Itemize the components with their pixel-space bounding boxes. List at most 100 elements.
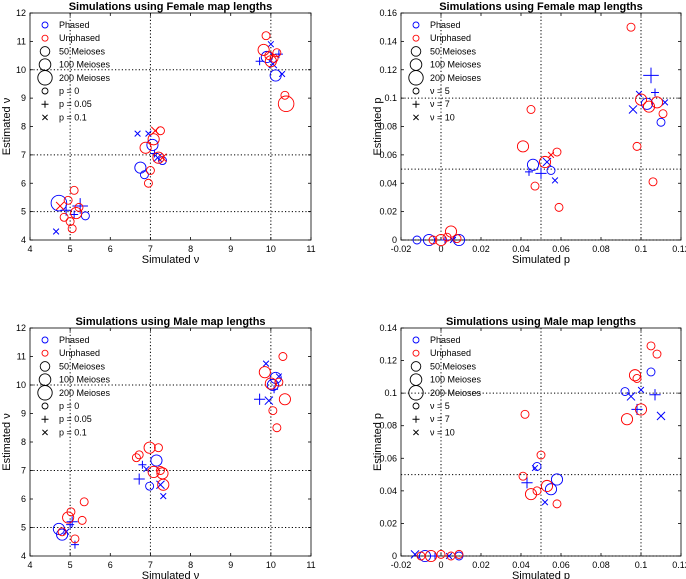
phased-point: [150, 454, 163, 467]
unphased-point: [658, 109, 668, 119]
legend-marker: [37, 385, 53, 401]
unphased-point: [280, 90, 290, 100]
unphased-point: [526, 105, 536, 114]
legend-label: p = 0.05: [59, 414, 92, 424]
legend-label: p = 0.1: [59, 112, 87, 122]
legend-marker: [412, 349, 420, 357]
unphased-point: [131, 453, 141, 463]
legend-label: p = 0.05: [59, 99, 92, 109]
x-tick-label: 0.04: [512, 244, 530, 254]
legend-marker: [413, 114, 419, 121]
unphased-point: [516, 140, 530, 153]
x-tick-label: 0.06: [552, 560, 570, 570]
y-tick-label: 0.1: [384, 93, 397, 103]
phased-point: [526, 158, 540, 171]
unphased-point: [69, 185, 79, 195]
legend-label: ν = 7: [430, 414, 450, 424]
legend: Phased Unphased 50 Meioses 100 Meioses 200 M…: [37, 20, 111, 122]
unphased-point: [642, 100, 656, 113]
y-axis-label: Estimated p: [372, 97, 384, 155]
phased-point: [266, 378, 279, 392]
y-tick-label: 0.02: [379, 518, 397, 528]
phased-point: [656, 411, 666, 421]
legend-marker: [412, 87, 420, 95]
unphased-point: [257, 43, 270, 56]
x-tick-label: 0.06: [552, 244, 570, 254]
legend-marker: [39, 46, 51, 57]
unphased-point: [452, 234, 462, 244]
y-tick-label: 0.06: [379, 150, 397, 160]
legend-marker: [39, 361, 51, 372]
unphased-point: [552, 499, 562, 509]
x-tick-label: 6: [108, 244, 113, 254]
phased-point: [422, 233, 436, 247]
x-tick-label: 9: [228, 560, 233, 570]
phased-point-shape: [656, 411, 666, 421]
phased-point: [532, 461, 542, 471]
x-tick-label: 0.12: [672, 560, 686, 570]
y-axis-label: Estimated ν: [1, 97, 13, 155]
y-tick-label: 10: [16, 65, 26, 75]
y-tick-label: 0.16: [379, 8, 397, 18]
phased-point-shape: [649, 389, 661, 401]
unphased-point: [152, 151, 165, 164]
phased-point: [50, 194, 68, 212]
legend-marker: [41, 34, 49, 42]
unphased-point: [554, 202, 564, 212]
phased-point: [412, 235, 422, 245]
unphased-point: [434, 233, 448, 247]
unphased-point: [63, 195, 73, 205]
unphased-point: [74, 202, 84, 212]
y-tick-label: 0.06: [379, 453, 397, 463]
phased-point-shape: [535, 167, 547, 179]
phased-point-shape: [264, 396, 274, 406]
phased-point-shape: [541, 499, 549, 506]
y-axis-label: Estimated p: [372, 413, 384, 471]
legend-marker: [412, 21, 420, 29]
legend-label: Unphased: [430, 33, 471, 43]
legend-marker: [410, 46, 422, 57]
phased-point-shape: [651, 88, 659, 97]
y-tick-label: 6: [21, 178, 26, 188]
phased-point-shape: [254, 393, 266, 405]
phased-point: [651, 88, 659, 97]
phased-point: [521, 477, 533, 489]
phased-point: [550, 473, 564, 486]
phased-point: [134, 130, 141, 137]
legend-label: Phased: [59, 335, 90, 345]
legend-label: Phased: [430, 20, 461, 30]
x-tick-label: 0.1: [635, 244, 648, 254]
y-tick-label: 0.04: [379, 486, 397, 496]
phased-point-shape: [133, 473, 145, 485]
unphased-point: [66, 507, 76, 517]
unphased-point: [454, 549, 464, 559]
y-tick-label: 9: [21, 409, 26, 419]
legend-marker: [412, 402, 420, 410]
legend-label: ν = 7: [430, 99, 450, 109]
unphased-point: [436, 549, 446, 559]
unphased-point: [258, 366, 271, 379]
legend-label: 50 Meioses: [430, 361, 477, 371]
unphased-point: [77, 515, 87, 525]
unphased-point: [269, 53, 279, 63]
x-tick-label: 7: [148, 560, 153, 570]
phased-point: [160, 492, 167, 500]
legend: Phased Unphased 50 Meioses 100 Meioses 200 M…: [408, 335, 482, 437]
legend-label: ν = 5: [430, 86, 450, 96]
phased-point: [158, 156, 167, 166]
phased-point: [410, 549, 420, 559]
phased-point-shape: [52, 228, 60, 235]
chart-title: Simulations using Female map lengths: [69, 1, 273, 13]
legend-marker: [41, 415, 49, 423]
legend-marker: [41, 336, 49, 344]
x-tick-label: 0.02: [472, 560, 490, 570]
phased-point-shape: [521, 477, 533, 489]
x-tick-label: 0.1: [635, 560, 648, 570]
x-tick-label: 0.04: [512, 560, 530, 570]
phased-point-shape: [255, 57, 264, 66]
y-tick-label: 0.08: [379, 122, 397, 132]
y-tick-label: 0.14: [379, 36, 397, 46]
unphased-point: [540, 479, 554, 493]
phased-point-shape: [637, 386, 645, 394]
